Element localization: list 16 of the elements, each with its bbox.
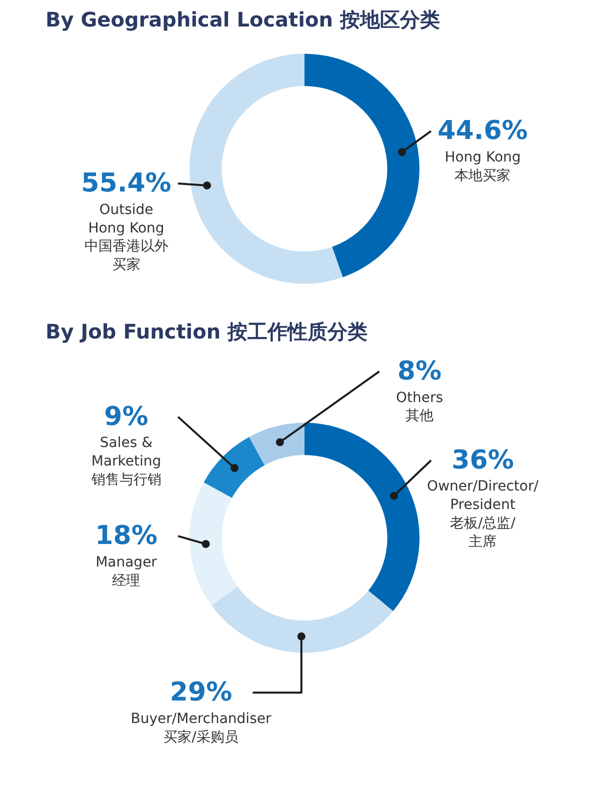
data-label: 9%: [104, 402, 148, 432]
slice-label: Sales & Marketing 销售与行销: [90, 435, 162, 488]
data-label: 8%: [397, 356, 442, 386]
data-label: 44.6%: [438, 116, 528, 146]
slice-label: Others 其他: [396, 390, 444, 424]
data-label: 36%: [452, 445, 514, 476]
slice-label: Owner/Director/ President 老板/总监/主席: [427, 478, 539, 550]
chart-title: By Job Function 按工作性质分类: [46, 320, 368, 344]
slice-label: Hong Kong 本地买家: [444, 149, 521, 184]
data-label: 18%: [95, 521, 158, 552]
data-label: 55.4%: [81, 168, 172, 198]
slice-label: Manager 经理: [96, 554, 158, 589]
slice-label: Outside Hong Kong 中国香港以外买家: [84, 202, 168, 274]
slice-label: Buyer/Merchandiser 买家/采购员: [130, 711, 272, 746]
data-label: 29%: [170, 678, 232, 708]
chart-title: By Geographical Location 按地区分类: [46, 8, 440, 32]
